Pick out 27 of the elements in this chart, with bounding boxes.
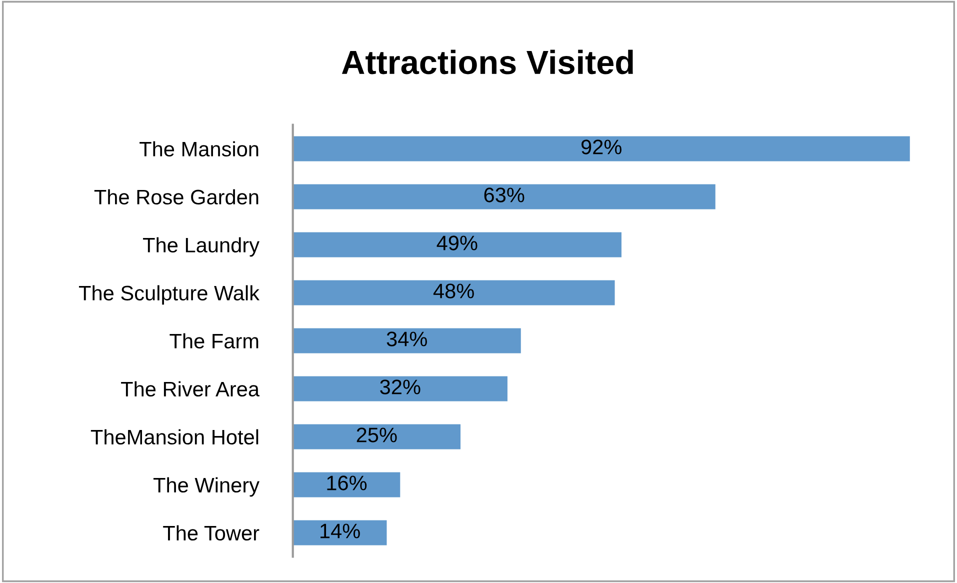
data-label: 14%	[320, 524, 360, 538]
data-label: 25%	[356, 428, 397, 442]
y-tick-label: The Winery	[153, 477, 260, 497]
data-label: 16%	[327, 476, 367, 490]
data-label: 34%	[386, 332, 427, 346]
chart-title: Attractions Visited	[342, 50, 633, 74]
bar	[292, 184, 716, 210]
bar	[292, 472, 400, 498]
data-label: 32%	[380, 380, 420, 394]
y-tick-label: The Rose Garden	[94, 189, 258, 205]
y-tick-label: The Laundry	[143, 237, 260, 257]
data-label: 92%	[581, 140, 622, 154]
y-tick-label: The Mansion	[140, 141, 258, 157]
y-tick-label: The Sculpture Walk	[78, 285, 260, 305]
bar	[292, 376, 508, 402]
data-label: 49%	[436, 236, 478, 250]
bar	[292, 328, 521, 354]
y-tick-label: The Farm	[170, 333, 258, 349]
data-label: 63%	[484, 188, 524, 202]
bar	[292, 232, 622, 258]
bar	[292, 280, 615, 306]
y-tick-label: The Tower	[163, 525, 260, 541]
y-tick-label: TheMansion Hotel	[90, 429, 258, 445]
y-tick-label: The River Area	[121, 381, 260, 397]
data-label: 48%	[433, 284, 474, 298]
bar	[292, 136, 910, 162]
bar	[292, 424, 461, 450]
